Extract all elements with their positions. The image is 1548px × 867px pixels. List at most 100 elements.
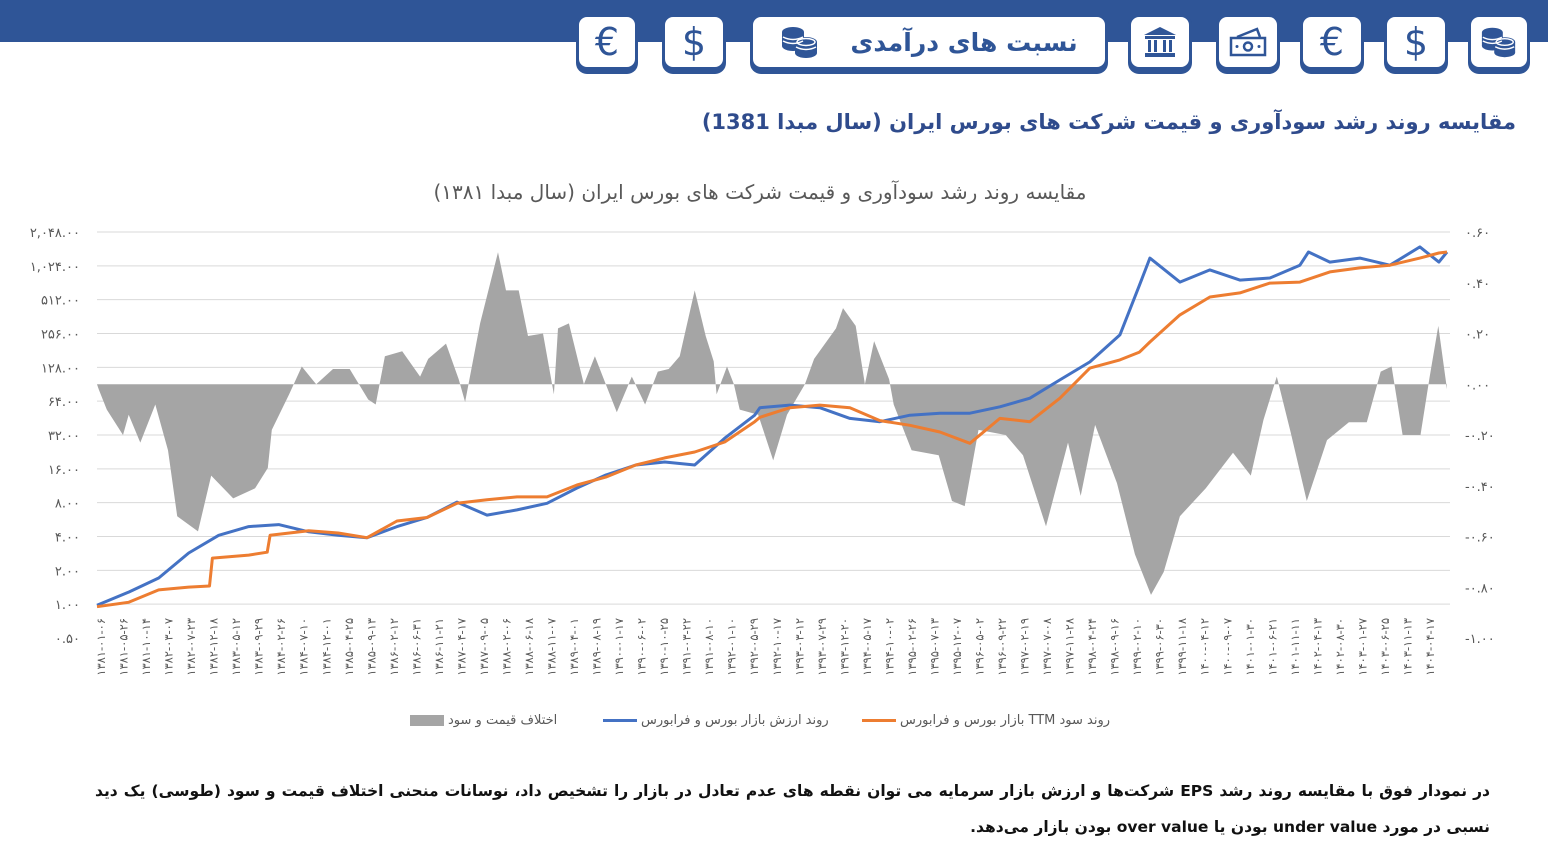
- y-right-tick-label: -۰.۲۰: [1465, 429, 1495, 444]
- y-left-tick-label: ۲۵۶.۰۰: [41, 328, 80, 343]
- y-right-tick-label: -۰.۴۰: [1465, 480, 1495, 495]
- x-tick-label: ۱۳۹۷-۱۱-۲۸: [1063, 618, 1077, 676]
- x-tick-label: ۱۳۹۴-۰۵-۱۷: [860, 618, 874, 676]
- x-tick-label: ۱۳۹۶-۰۹-۲۲: [995, 618, 1009, 676]
- x-tick-label: ۱۳۸۶-۰۲-۱۲: [387, 618, 401, 676]
- x-tick-label: ۱۳۹۵-۰۷-۱۳: [927, 618, 941, 676]
- tab-euro[interactable]: €: [576, 14, 638, 70]
- tab-coins[interactable]: [1468, 14, 1530, 70]
- page-heading: مقایسه روند رشد سودآوری و قیمت شرکت های …: [701, 110, 1516, 134]
- y-right-tick-label: -۰.۶۰: [1465, 531, 1495, 546]
- y-right-tick-label: ۰.۶۰: [1465, 226, 1490, 241]
- x-tick-label: ۱۳۸۵-۰۹-۱۳: [364, 618, 378, 676]
- x-tick-label: ۱۴۰۱-۰۱-۳۰: [1243, 618, 1257, 676]
- y-right-tick-label: -۰.۸۰: [1465, 581, 1495, 596]
- tab-income-ratios[interactable]: نسبت های درآمدی: [750, 14, 1108, 70]
- x-tick-label: ۱۴۰۱-۱۱-۱۱: [1288, 618, 1302, 676]
- x-tick-label: ۱۴۰۰-۰۹-۰۷: [1220, 618, 1234, 676]
- x-tick-label: ۱۳۹۸-۰۹-۱۶: [1108, 618, 1122, 676]
- x-tick-label: ۱۳۸۱-۰۵-۲۶: [117, 618, 131, 676]
- coins-icon: [782, 27, 818, 58]
- legend-label: روند ارزش بازار بورس و فرابورس: [641, 712, 829, 728]
- x-tick-label: ۱۴۰۰-۰۴-۱۲: [1198, 618, 1212, 676]
- x-tick-label: ۱۳۹۷-۰۲-۱۹: [1018, 618, 1032, 676]
- x-tick-label: ۱۳۸۲-۰۷-۲۳: [184, 618, 198, 676]
- x-tick-label: ۱۳۹۰-۱۰-۲۵: [657, 618, 671, 676]
- x-tick-label: ۱۳۹۲-۰۱-۱۰: [725, 618, 739, 676]
- y-left-tick-label: ۱۶.۰۰: [48, 463, 80, 478]
- x-tick-label: ۱۳۹۹-۱۱-۱۸: [1175, 618, 1189, 676]
- x-tick-label: ۱۴۰۳-۱۱-۱۳: [1400, 618, 1414, 676]
- x-tick-label: ۱۴۰۱-۰۶-۲۱: [1265, 618, 1279, 676]
- y-left-tick-label: ۰.۵۰: [55, 632, 80, 647]
- x-tick-label: ۱۳۹۸-۰۴-۲۴: [1085, 618, 1099, 676]
- y-left-tick-label: ۵۱۲.۰۰: [41, 294, 80, 309]
- coins-icon: [1481, 27, 1516, 58]
- tab-income-ratios-label: نسبت های درآمدی: [850, 27, 1078, 57]
- y-left-tick-label: ۸.۰۰: [55, 497, 80, 512]
- x-tick-label: ۱۳۹۵-۰۲-۲۶: [905, 618, 919, 676]
- x-tick-label: ۱۳۸۸-۰۶-۱۸: [522, 618, 536, 676]
- y-right-tick-label: ۰.۰۰: [1465, 378, 1490, 393]
- y-left-tick-label: ۴.۰۰: [55, 531, 80, 546]
- y-left-tick-label: ۲.۰۰: [55, 564, 80, 579]
- x-tick-label: ۱۳۸۶-۰۶-۳۱: [409, 618, 423, 676]
- tab-euro-2[interactable]: €: [1300, 14, 1364, 70]
- chart-title: مقایسه روند رشد سودآوری و قیمت شرکت های …: [433, 180, 1087, 204]
- x-tick-label: ۱۳۹۱-۰۳-۲۲: [680, 618, 694, 676]
- x-tick-label: ۱۳۹۵-۱۲-۰۷: [950, 618, 964, 676]
- x-tick-label: ۱۳۹۴-۱۰-۰۲: [882, 618, 896, 676]
- x-tick-label: ۱۴۰۳-۰۱-۲۷: [1355, 618, 1369, 676]
- x-tick-label: ۱۳۹۲-۱۰-۱۷: [770, 618, 784, 676]
- x-tick-label: ۱۳۸۳-۰۵-۱۲: [229, 618, 243, 676]
- euro-icon: €: [1319, 20, 1345, 64]
- euro-icon: €: [594, 20, 620, 64]
- x-tick-label: ۱۳۸۹-۰۸-۱۹: [590, 618, 604, 676]
- y-left-tick-label: ۳۲.۰۰: [48, 429, 80, 444]
- x-tick-label: ۱۳۹۹-۰۲-۱۰: [1130, 618, 1144, 676]
- x-tick-label: ۱۳۸۱-۱۰-۱۴: [139, 618, 153, 676]
- x-tick-label: ۱۳۸۲-۱۲-۱۸: [207, 618, 221, 676]
- x-tick-label: ۱۳۸۳-۰۹-۲۹: [252, 618, 266, 676]
- x-tick-label: ۱۳۸۴-۰۲-۲۶: [274, 618, 288, 676]
- x-tick-label: ۱۳۹۰-۰۱-۱۷: [612, 618, 626, 676]
- y-left-tick-label: ۱.۰۰: [55, 598, 80, 613]
- y-left-tick-label: ۶۴.۰۰: [48, 395, 80, 410]
- legend-label: اختلاف قیمت و سود: [448, 712, 558, 728]
- legend-swatch-orange: [862, 718, 896, 722]
- legend-item-gap: اختلاف قیمت و سود: [410, 710, 557, 730]
- legend-item-eps: روند سود TTM بازار بورس و فرابورس: [862, 710, 1110, 730]
- legend-item-market-value: روند ارزش بازار بورس و فرابورس: [603, 710, 829, 730]
- tab-bank[interactable]: [1128, 14, 1192, 70]
- x-tick-label: ۱۳۹۱-۰۸-۱۰: [702, 618, 716, 676]
- tab-dollar-2[interactable]: $: [1384, 14, 1448, 70]
- x-tick-label: ۱۳۸۹-۰۴-۰۱: [567, 618, 581, 676]
- chart: ۲,۰۴۸.۰۰ ۱,۰۲۴.۰۰ ۵۱۲.۰۰ ۲۵۶.۰۰ ۱۲۸.۰۰ ۶۴.۰۰ ۳…: [30, 226, 1495, 676]
- y-left-tick-label: ۱۲۸.۰۰: [41, 361, 80, 376]
- x-tick-label: ۱۳۸۲-۰۳-۰۷: [162, 618, 176, 676]
- x-tick-label: ۱۳۸۴-۱۲-۰۱: [319, 618, 333, 676]
- x-tick-label: ۱۳۹۳-۰۷-۲۹: [815, 618, 829, 676]
- dollar-icon: $: [681, 20, 707, 64]
- eps-ttm-line: [96, 250, 1448, 609]
- y-right-tick-label: ۰.۴۰: [1465, 277, 1490, 292]
- bank-icon: [1144, 27, 1176, 57]
- x-tick-label: ۱۳۸۶-۱۱-۲۱: [432, 618, 446, 676]
- tab-cash[interactable]: [1216, 14, 1280, 70]
- x-tick-label: ۱۳۹۰-۰۶-۰۲: [635, 618, 649, 676]
- x-tick-label: ۱۳۹۲-۰۵-۲۹: [747, 618, 761, 676]
- x-tick-label: ۱۳۹۳-۰۳-۱۲: [792, 618, 806, 676]
- x-tick-label: ۱۴۰۳-۰۶-۲۵: [1378, 618, 1392, 676]
- y-right-tick-label: -۱.۰۰: [1465, 632, 1495, 647]
- x-tick-label: ۱۳۸۵-۰۴-۲۵: [342, 618, 356, 676]
- x-tick-label: ۱۳۹۷-۰۷-۰۸: [1040, 618, 1054, 676]
- price-earnings-gap-area: [97, 252, 1447, 595]
- cash-icon: [1229, 27, 1267, 57]
- tab-dollar[interactable]: $: [662, 14, 726, 70]
- y-right-tick-label: ۰.۲۰: [1465, 328, 1490, 343]
- x-tick-label: ۱۳۸۸-۰۲-۰۶: [499, 618, 513, 676]
- x-tick-label: ۱۳۹۶-۰۵-۰۲: [972, 618, 986, 676]
- x-tick-label: ۱۳۸۷-۰۹-۰۵: [477, 618, 491, 676]
- legend-swatch-blue: [603, 718, 637, 722]
- description-paragraph: در نمودار فوق با مقایسه روند رشد EPS شرک…: [95, 782, 1490, 836]
